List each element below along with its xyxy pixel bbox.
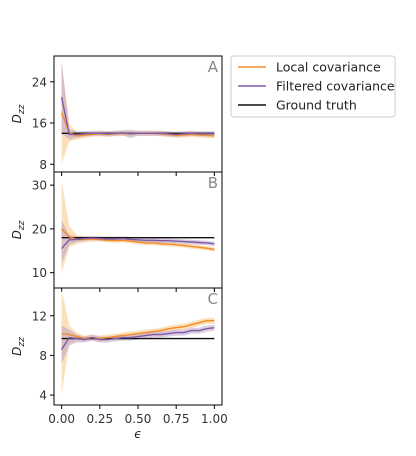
plot-area [61,180,215,273]
x-tick-label: 0.25 [86,412,113,426]
y-tick-label: 20 [32,222,47,236]
local-band [61,61,215,165]
panel-frame [53,55,223,173]
local-line [61,228,215,251]
filtered-band [61,324,215,364]
panel-b: 10 20 30 Dzz B [10,171,223,292]
x-tick-label: 0.50 [125,412,152,426]
panel-letter: B [208,174,218,192]
plot-area [61,289,215,396]
plot-area [60,61,215,165]
x-tick-label: 0.75 [163,412,190,426]
filtered-line [61,327,215,350]
y-tick-label: 8 [39,158,47,172]
x-axis-label: ϵ [134,427,141,441]
panel-letter: C [208,290,218,308]
filtered-band [61,61,215,140]
panel-a: 8 16 24 Dzz A [10,55,223,176]
y-tick-label: 30 [32,179,47,193]
panel-letter: A [208,58,219,76]
y-tick-label: 24 [32,75,47,89]
filtered-line [61,237,215,250]
y-tick-label: 10 [32,266,47,280]
local-band [61,180,215,273]
y-tick-label: 4 [39,389,47,403]
panel-c: 4 8 12 0.00 0.25 0.50 0.75 1.00 Dzz C [10,287,228,426]
legend-frame [230,55,396,118]
panel-frame [53,287,223,406]
legend-label: Ground truth [276,98,357,113]
x-tick-label: 0.00 [48,412,75,426]
y-axis-label: Dzz [10,337,27,356]
y-axis-label: Dzz [10,104,27,123]
y-tick-label: 16 [32,117,47,131]
legend: Local covariance Filtered covariance Groun… [230,55,396,118]
panel-frame [53,171,223,289]
y-tick-label: 8 [39,349,47,363]
legend-label: Local covariance [276,60,381,75]
filtered-line [60,97,215,136]
x-tick-label: 1.00 [201,412,228,426]
legend-label: Filtered covariance [276,79,395,94]
y-axis-label: Dzz [10,220,27,239]
y-tick-label: 12 [32,309,47,323]
